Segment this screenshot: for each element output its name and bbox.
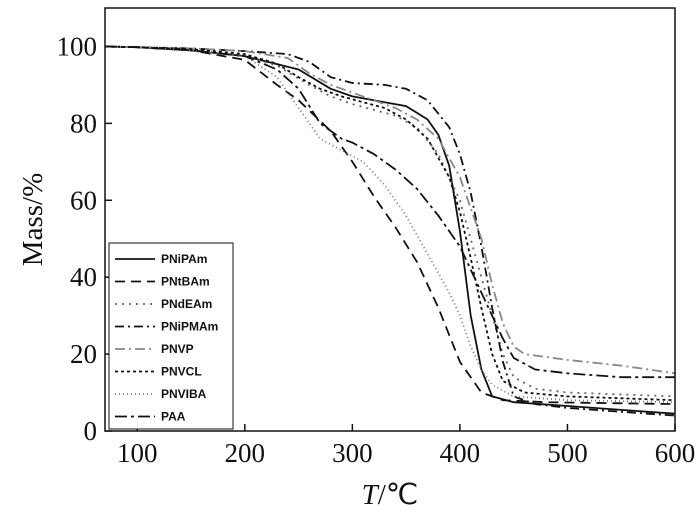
legend-label-paa: PAA [161,410,186,424]
y-tick-label: 80 [70,108,97,138]
x-tick-label: 300 [332,438,373,468]
x-tick-label: 600 [655,438,696,468]
legend-label-pnvcl: PNVCL [161,365,202,379]
y-tick-label: 20 [70,339,97,369]
series-line-pnvcl [104,45,676,402]
y-tick-label: 100 [57,31,98,61]
x-tick-label: 500 [547,438,588,468]
curves-layer [104,45,676,417]
legend-label-pnipmam: PNiPMAm [161,320,218,334]
y-tick-label: 60 [70,185,97,215]
series-line-pnipmam [104,45,676,417]
series-line-pnviba [104,45,676,404]
series-line-pntbam [104,45,676,405]
x-axis-title: T/℃ [362,479,419,511]
x-axis-title-symbol: T [362,479,380,511]
legend-label-pnipam: PNiPAm [161,252,207,266]
series-line-pndeam [104,45,676,398]
x-tick-label: 400 [440,438,481,468]
legend: PNiPAm PNtBAm PNdEAm PNiPMAm PNVP PNVCL PNVIBA… [108,242,234,430]
x-tick-label: 100 [117,438,158,468]
legend-label-pndeam: PNdEAm [161,297,212,311]
y-tick-label: 40 [70,262,97,292]
x-axis-title-unit: /℃ [378,479,419,511]
x-tick-label: 200 [225,438,266,468]
series-line-paa [104,45,675,379]
legend-label-pnvp: PNVP [161,342,194,356]
plot-frame [104,7,676,432]
y-axis-title: Mass/% [17,173,49,266]
y-axis: 0 20 40 60 80 100 [57,31,112,446]
x-axis: 100 200 300 400 500 600 [117,424,695,468]
legend-box [108,242,234,430]
legend-label-pntbam: PNtBAm [161,275,210,289]
series-line-pnvp [104,45,676,375]
legend-label-pnviba: PNVIBA [161,387,207,401]
y-tick-label: 0 [84,416,98,446]
